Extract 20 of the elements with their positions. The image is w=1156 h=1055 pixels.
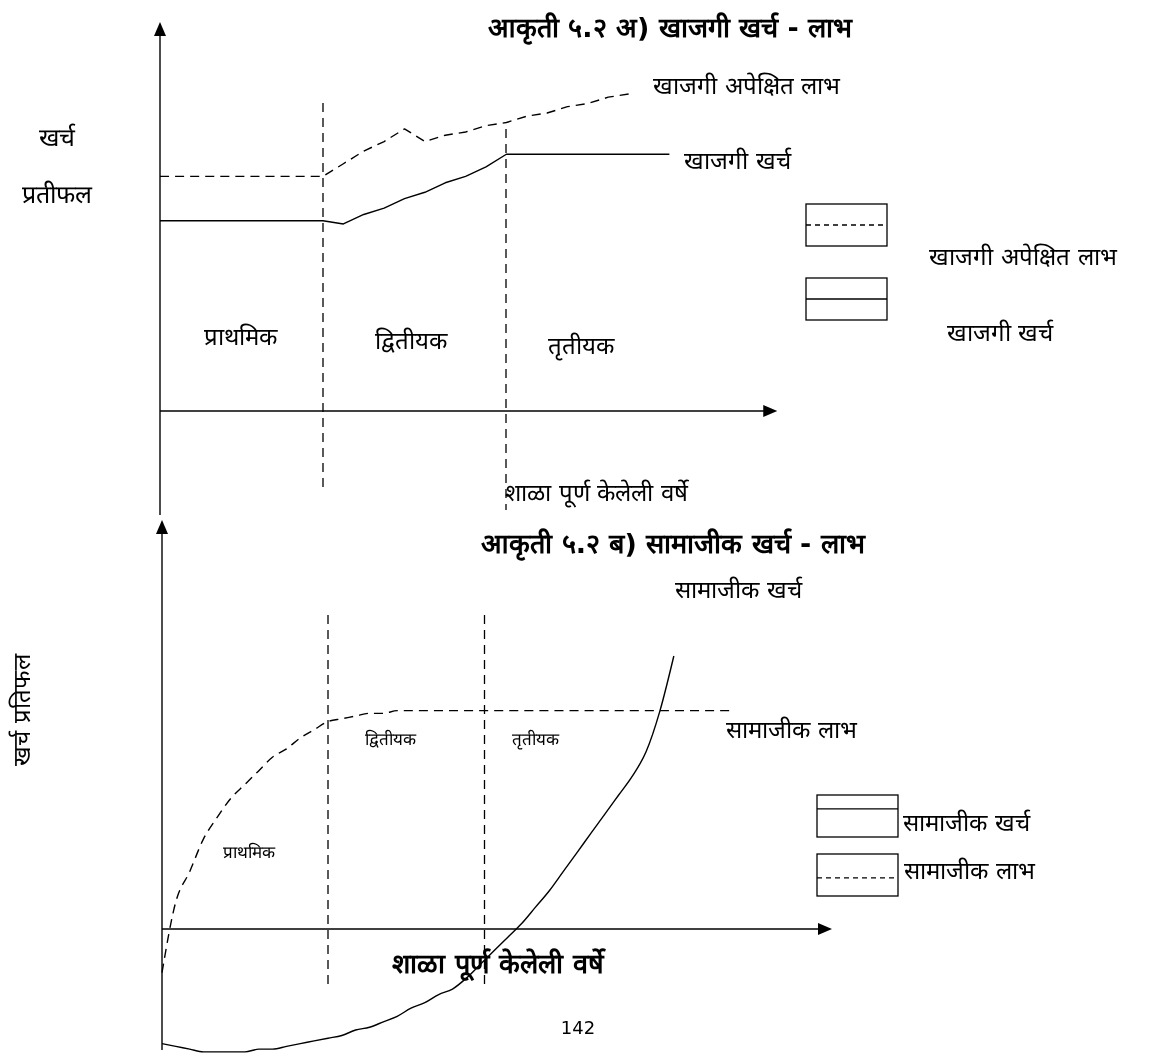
text: खाजगी खर्च <box>946 319 1054 347</box>
text: खाजगी अपेक्षित लाभ <box>929 243 1117 271</box>
text: सामाजीक खर्च <box>675 576 802 604</box>
series-label: खाजगी अपेक्षित लाभ <box>653 72 842 100</box>
chart-title: आकृती ५.२ अ) खाजगी खर्च - लाभ <box>487 11 854 45</box>
annotation: तृतीयक <box>548 332 615 361</box>
series-label: खाजगी खर्च <box>684 147 792 175</box>
annotation: प्राथमिक <box>223 842 276 862</box>
chart-title: आकृती ५.२ ब) सामाजीक खर्च - लाभ <box>481 527 866 561</box>
x-axis-title: शाळा पूर्ण केलेली वर्षे <box>505 479 690 508</box>
text: सामाजीक लाभ <box>726 716 857 744</box>
legend-label: सामाजीक लाभ <box>904 857 1036 885</box>
y-axis-title: खर्च प्रतिफल <box>8 653 36 766</box>
y-axis-title: खर्च प्रतीफल <box>22 123 93 209</box>
legend-label: सामाजीक खर्च <box>903 809 1031 837</box>
annotation: 142 <box>560 1016 596 1038</box>
annotation: द्वितीयक <box>375 327 448 355</box>
annotation: तृतीयक <box>511 729 560 750</box>
annotation: प्राथमिक <box>203 323 278 351</box>
annotation: द्वितीयक <box>364 729 417 749</box>
